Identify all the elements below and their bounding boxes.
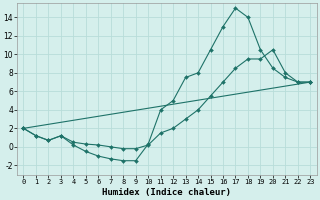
X-axis label: Humidex (Indice chaleur): Humidex (Indice chaleur)	[102, 188, 231, 197]
